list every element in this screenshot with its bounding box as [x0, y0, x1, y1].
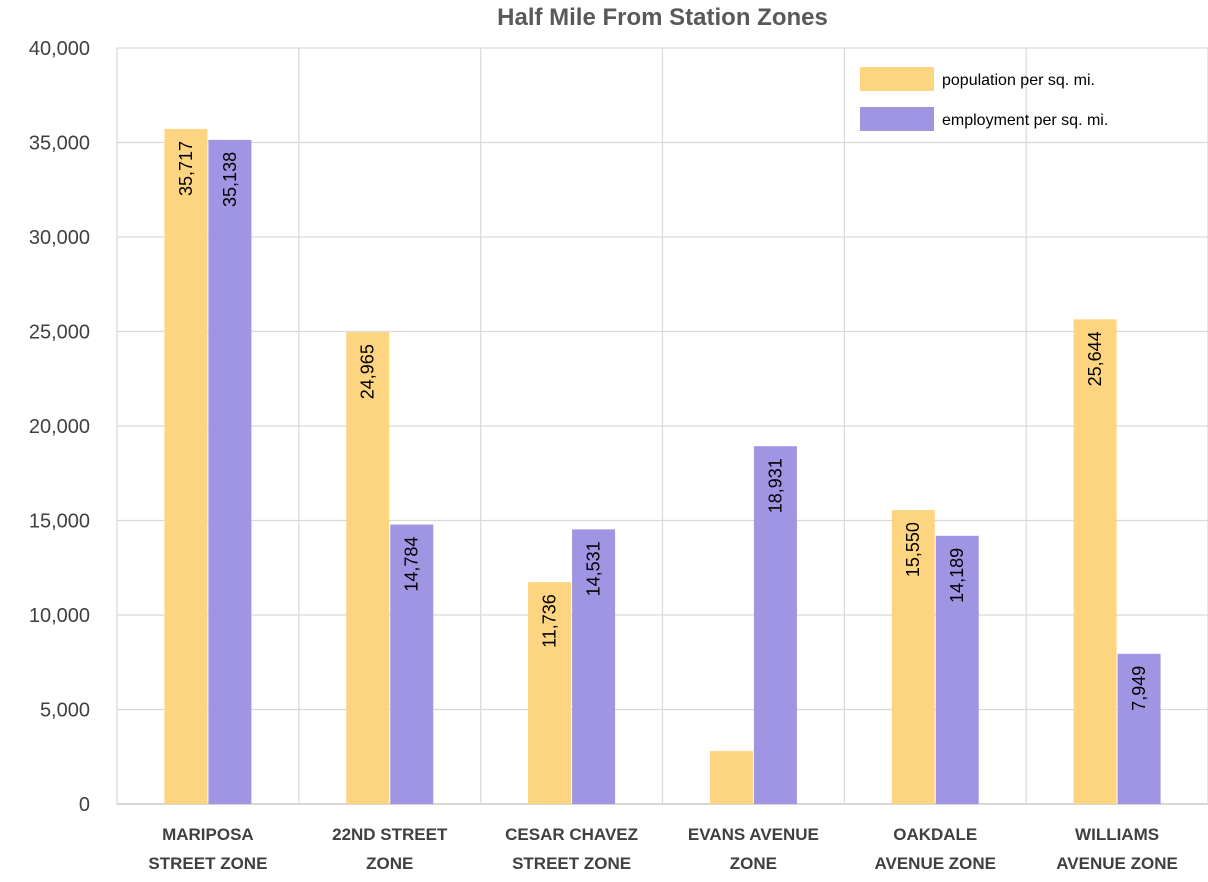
x-category-label: STREET ZONE	[512, 854, 631, 873]
x-category-label: MARIPOSA	[162, 825, 254, 844]
data-label: 24,965	[358, 344, 378, 399]
x-category-label: CESAR CHAVEZ	[505, 825, 638, 844]
y-tick-label: 10,000	[29, 605, 90, 627]
data-label: 14,531	[584, 541, 604, 596]
bar	[528, 582, 572, 804]
data-label: 25,644	[1085, 331, 1105, 386]
bar	[891, 510, 935, 804]
bar	[753, 446, 797, 804]
y-tick-label: 15,000	[29, 511, 90, 533]
x-category-label: 22ND STREET	[332, 825, 448, 844]
bar	[572, 529, 616, 804]
legend-swatch	[860, 67, 934, 91]
chart-title: Half Mile From Station Zones	[497, 4, 828, 31]
x-category-label: ZONE	[366, 854, 413, 873]
bar	[1117, 653, 1161, 804]
bar	[1073, 319, 1117, 804]
y-tick-label: 25,000	[29, 322, 90, 344]
data-label: 14,189	[947, 548, 967, 603]
legend-label: population per sq. mi.	[942, 72, 1095, 89]
data-label: 7,949	[1129, 666, 1149, 711]
bar	[935, 535, 979, 804]
bar	[208, 139, 252, 805]
x-category-label: OAKDALE	[893, 825, 977, 844]
x-category-label: WILLIAMS	[1075, 825, 1159, 844]
y-tick-label: 35,000	[29, 133, 90, 155]
data-label: 18,931	[765, 458, 785, 513]
data-label: 14,784	[402, 537, 422, 592]
y-tick-label: 30,000	[29, 227, 90, 249]
legend-label: employment per sq. mi.	[942, 112, 1108, 129]
y-tick-label: 5,000	[40, 700, 90, 722]
y-tick-label: 0	[79, 794, 90, 816]
data-label: 11,736	[540, 594, 560, 648]
bar	[709, 751, 753, 804]
bar	[390, 524, 434, 804]
bar	[164, 128, 208, 804]
data-label: 35,138	[220, 152, 240, 207]
y-tick-label: 40,000	[29, 38, 90, 60]
y-tick-label: 20,000	[29, 416, 90, 438]
x-category-label: ZONE	[730, 854, 777, 873]
data-label: 15,550	[903, 522, 923, 577]
x-category-label: EVANS AVENUE	[688, 825, 819, 844]
data-label: 35,717	[176, 141, 196, 196]
x-category-label: AVENUE ZONE	[874, 854, 996, 873]
bar	[346, 332, 390, 804]
x-category-label: STREET ZONE	[148, 854, 267, 873]
x-category-label: AVENUE ZONE	[1056, 854, 1178, 873]
legend-swatch	[860, 107, 934, 131]
